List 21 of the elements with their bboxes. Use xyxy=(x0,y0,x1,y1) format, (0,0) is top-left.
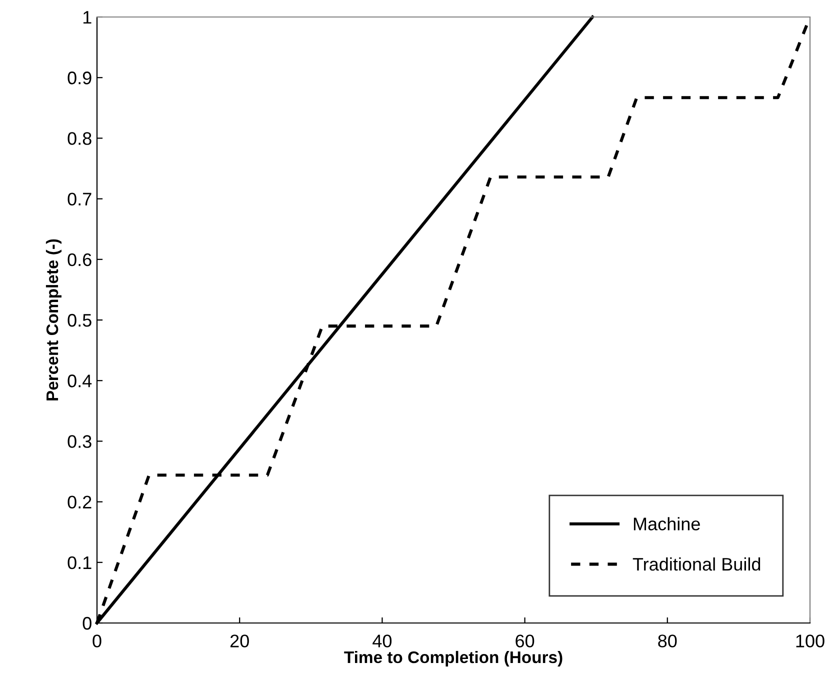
x-tick-label: 80 xyxy=(658,634,677,648)
y-tick-label: 1 xyxy=(83,11,92,24)
y-tick-label: 0.9 xyxy=(68,72,92,84)
x-tick-label: 60 xyxy=(516,634,534,648)
y-tick-label: 0.6 xyxy=(68,253,92,266)
y-tick-label: 0.5 xyxy=(68,314,92,327)
x-tick-label: 100 xyxy=(796,634,824,648)
y-tick-label: 0.4 xyxy=(68,374,92,388)
legend-label: Machine xyxy=(634,517,700,530)
y-tick-label: 0.8 xyxy=(68,132,92,145)
legend-label: Traditional Build xyxy=(632,557,760,571)
y-tick-label: 0.1 xyxy=(68,556,92,570)
y-tick-label: 0.7 xyxy=(68,192,92,206)
y-tick-label: 0.3 xyxy=(68,435,92,448)
x-tick-label: 40 xyxy=(372,634,392,648)
y-tick-label: 0.2 xyxy=(68,496,92,509)
y-tick-label: 0 xyxy=(82,616,92,630)
x-axis-title: Time to Completion (Hours) xyxy=(344,650,562,666)
x-tick-label: 0 xyxy=(92,634,102,648)
x-tick-label: 20 xyxy=(230,634,249,648)
y-axis-title: Percent Complete (-) xyxy=(46,239,62,400)
